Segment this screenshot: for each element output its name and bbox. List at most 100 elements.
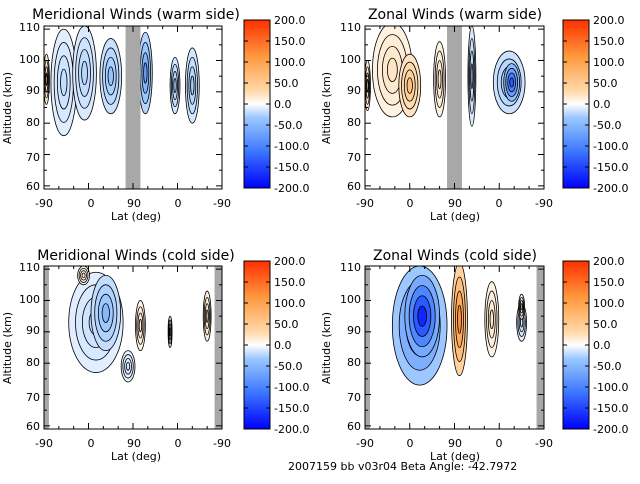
y-axis-label: Altitude (km) xyxy=(320,72,333,144)
x-tick-label: 90 xyxy=(448,197,462,210)
colorbar-tick-label: 200.0 xyxy=(274,14,306,27)
colorbar-tick-label: 0.0 xyxy=(593,339,611,352)
data-gap-band xyxy=(536,266,544,429)
colorbar-tick-label: -100.0 xyxy=(593,381,628,394)
contour-region xyxy=(81,60,88,86)
colorbar-tick-label: 150.0 xyxy=(274,276,306,289)
y-tick-label: 90 xyxy=(26,84,40,97)
y-tick-label: 70 xyxy=(26,151,40,164)
colorbar-tick-label: -100.0 xyxy=(274,381,309,394)
colorbar-tick-label: 100.0 xyxy=(593,297,625,310)
y-tick-label: 100 xyxy=(340,53,361,66)
plot-area xyxy=(365,26,526,189)
data-gap-band xyxy=(214,266,222,429)
colorbar-tick-label: 150.0 xyxy=(593,35,625,48)
x-tick-label: -90 xyxy=(35,437,53,450)
x-tick-label: -90 xyxy=(213,197,231,210)
contour-region xyxy=(386,57,398,83)
contour-region xyxy=(107,66,114,86)
colorbar: 200.0 150.0 100.0 50.0 0.0 -50.0 -100.0 -150.0 -… xyxy=(243,255,309,436)
contour-region xyxy=(205,309,209,323)
colorbar-tick-label: 200.0 xyxy=(274,255,306,268)
colorbar-tick-label: -100.0 xyxy=(593,140,628,153)
panel-plot xyxy=(43,25,223,190)
contour-region xyxy=(143,62,148,84)
colorbar-tick-label: 100.0 xyxy=(274,56,306,69)
contour-region xyxy=(366,78,369,93)
colorbar: 200.0 150.0 100.0 50.0 0.0 -50.0 -100.0 -150.0 -… xyxy=(562,14,628,195)
data-gap-band xyxy=(447,26,462,189)
y-tick-label: 110 xyxy=(340,21,361,34)
y-tick-label: 80 xyxy=(26,356,40,369)
colorbar: 200.0 150.0 100.0 50.0 0.0 -50.0 -100.0 -150.0 -… xyxy=(243,14,309,195)
panel-plot xyxy=(364,25,545,190)
x-tick-label: 0 xyxy=(407,437,414,450)
contour-region xyxy=(190,75,195,96)
x-tick-label: -90 xyxy=(356,197,374,210)
footer-caption: 2007159 bb v03r04 Beta Angle: -42.7972 xyxy=(288,460,517,473)
y-tick-label: 60 xyxy=(347,420,361,433)
x-tick-label: -90 xyxy=(356,437,374,450)
x-tick-label: -90 xyxy=(535,197,553,210)
plot-frame xyxy=(43,265,223,430)
colorbar-tick-label: 0.0 xyxy=(274,98,292,111)
plot-area xyxy=(44,266,222,429)
contour-region xyxy=(45,72,48,86)
colorbar-gradient xyxy=(243,19,271,189)
x-tick-label: 90 xyxy=(127,437,141,450)
y-tick-label: 60 xyxy=(26,180,40,193)
colorbar-tick-label: -150.0 xyxy=(593,161,628,174)
contour-region xyxy=(457,304,462,334)
contour-region xyxy=(138,318,143,333)
contour-region xyxy=(125,361,131,371)
colorbar-tick-label: 100.0 xyxy=(274,297,306,310)
colorbar-tick-label: 200.0 xyxy=(593,14,625,27)
panel-title: Zonal Winds (cold side) xyxy=(373,248,537,264)
contour-region xyxy=(81,272,86,279)
colorbar-tick-label: 50.0 xyxy=(593,77,618,90)
x-tick-label: 0 xyxy=(496,437,503,450)
colorbar-tick-label: -50.0 xyxy=(593,360,621,373)
panel-title: Zonal Winds (warm side) xyxy=(368,7,542,23)
colorbar-tick-label: 0.0 xyxy=(274,339,292,352)
panel-title: Meridional Winds (cold side) xyxy=(37,248,235,264)
y-tick-label: 90 xyxy=(347,84,361,97)
contour-region xyxy=(470,63,474,90)
x-tick-label: 0 xyxy=(175,437,182,450)
y-tick-label: 70 xyxy=(347,151,361,164)
contour-region xyxy=(101,303,110,323)
y-tick-label: 100 xyxy=(340,293,361,306)
x-axis-label: Lat (deg) xyxy=(430,210,480,223)
colorbar-tick-label: 50.0 xyxy=(274,318,299,331)
y-tick-label: 70 xyxy=(26,391,40,404)
contour-region xyxy=(173,78,177,94)
y-tick-label: 80 xyxy=(347,356,361,369)
y-tick-label: 70 xyxy=(347,391,361,404)
colorbar-tick-label: 150.0 xyxy=(274,35,306,48)
colorbar-tick-label: -200.0 xyxy=(593,182,628,195)
x-tick-label: 90 xyxy=(127,197,141,210)
y-tick-label: 100 xyxy=(19,293,40,306)
y-axis-label: Altitude (km) xyxy=(1,72,14,144)
y-tick-label: 90 xyxy=(26,324,40,337)
x-tick-label: 90 xyxy=(448,437,462,450)
panel-plot xyxy=(43,265,223,430)
colorbar-tick-label: -50.0 xyxy=(274,119,302,132)
colorbar-tick-label: 50.0 xyxy=(274,77,299,90)
contour-region xyxy=(406,77,413,94)
colorbar-tick-label: -150.0 xyxy=(593,402,628,415)
y-tick-label: 110 xyxy=(340,261,361,274)
panel-plot xyxy=(364,265,545,430)
contour-region xyxy=(509,77,515,88)
y-tick-label: 80 xyxy=(26,116,40,129)
y-tick-label: 110 xyxy=(19,21,40,34)
contour-region xyxy=(417,305,427,327)
contour-region xyxy=(60,68,68,97)
colorbar-tick-label: -50.0 xyxy=(593,119,621,132)
colorbar-tick-label: 200.0 xyxy=(593,255,625,268)
contour-region xyxy=(169,327,171,337)
colorbar-tick-label: 0.0 xyxy=(593,98,611,111)
colorbar-tick-label: 150.0 xyxy=(593,276,625,289)
